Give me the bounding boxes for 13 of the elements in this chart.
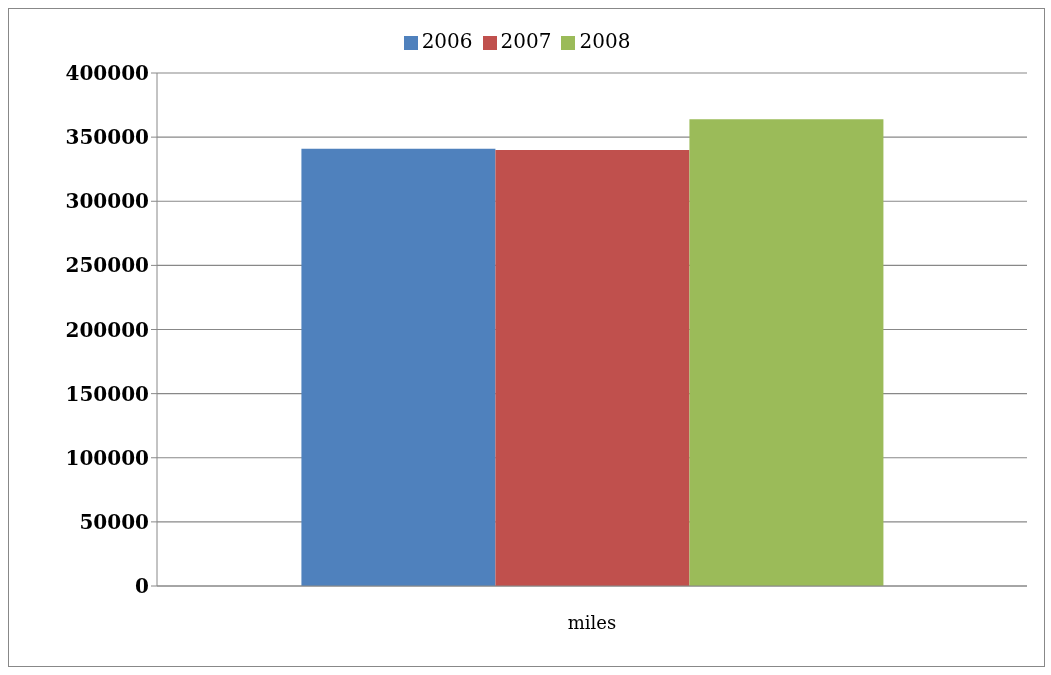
y-tick-label: 0: [135, 574, 149, 599]
legend-label: 2006: [421, 29, 473, 53]
y-tick-label: 400000: [65, 61, 149, 86]
y-tick-label: 150000: [65, 381, 149, 406]
y-tick-label: 350000: [65, 125, 149, 150]
y-tick-label: 300000: [65, 189, 149, 214]
y-tick-label: 50000: [79, 509, 149, 534]
y-tick-label: 100000: [65, 445, 149, 470]
y-tick-label: 200000: [65, 317, 149, 342]
legend-label: 2007: [500, 29, 552, 53]
x-tick-label: miles: [567, 611, 617, 633]
y-tick-label: 250000: [65, 253, 149, 278]
legend-label: 2008: [579, 29, 631, 53]
